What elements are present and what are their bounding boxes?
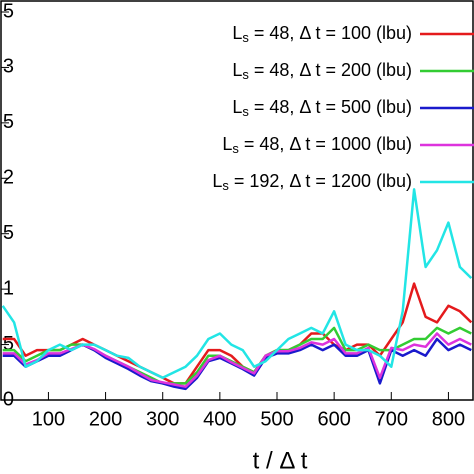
y-tick-label: 2 <box>3 167 14 189</box>
y-tick-label: 5 <box>3 333 14 355</box>
x-tick-label: 600 <box>317 408 350 430</box>
x-tick-label: 100 <box>32 408 65 430</box>
x-tick-label: 800 <box>432 408 465 430</box>
x-tick-label: 300 <box>146 408 179 430</box>
y-tick-label: 0 <box>3 388 14 410</box>
x-axis-label: t / Δ t <box>253 447 308 474</box>
y-tick-label: 5 <box>3 111 14 133</box>
plot-frame <box>0 0 474 401</box>
x-tick-label: 400 <box>203 408 236 430</box>
legend-label: Ls = 48, Δ t = 1000 (lbu) <box>222 134 412 157</box>
legend-label: Ls = 48, Δ t = 500 (lbu) <box>232 97 412 120</box>
series-line <box>2 282 473 385</box>
legend-label: Ls = 48, Δ t = 200 (lbu) <box>232 60 412 83</box>
y-tick-label: 3 <box>3 56 14 78</box>
y-tick-label: 5 <box>3 222 14 244</box>
y-tick-label: 5 <box>3 0 14 22</box>
x-tick-label: 200 <box>89 408 122 430</box>
x-tick-label: 700 <box>375 408 408 430</box>
legend-label: Ls = 192, Δ t = 1200 (lbu) <box>212 171 412 194</box>
legend-label: Ls = 48, Δ t = 100 (lbu) <box>232 23 412 46</box>
x-tick-label: 500 <box>260 408 293 430</box>
y-tick-label: 1 <box>3 277 14 299</box>
series-line <box>1 188 473 380</box>
